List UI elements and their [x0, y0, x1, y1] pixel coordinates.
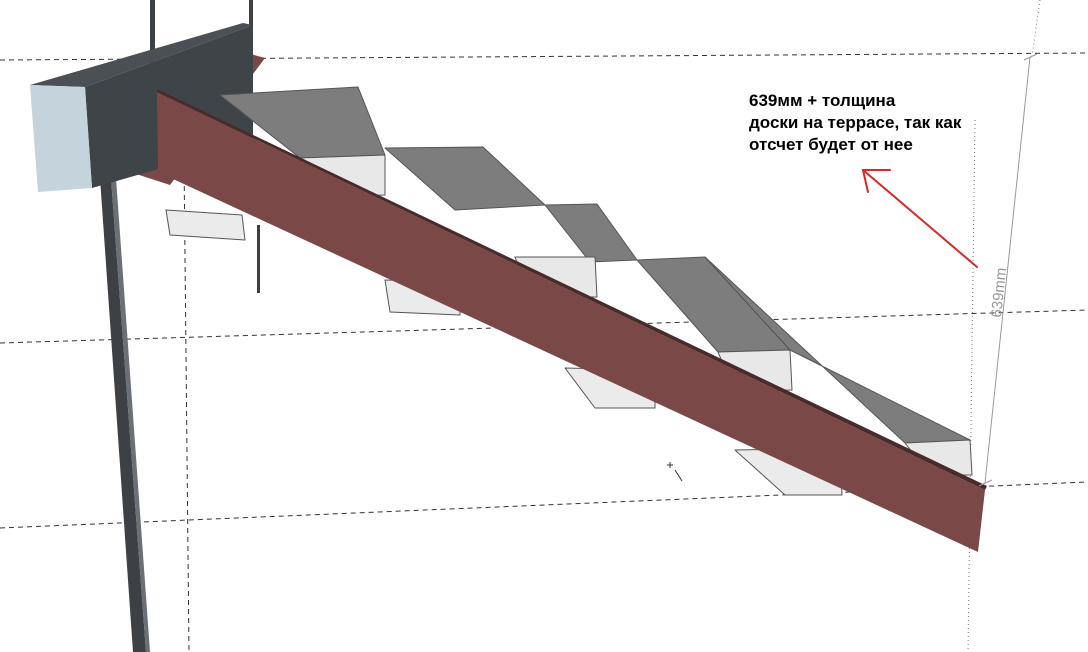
thin-pole-lower	[257, 225, 260, 293]
guide-line-bottom	[0, 481, 1088, 529]
guide-line-vertical-far-right	[1031, 0, 1041, 57]
stair-steps	[165, 86, 973, 496]
annotation-line-1: 639мм + толщина	[749, 91, 896, 110]
annotation-line-3: отсчет будет от нее	[749, 135, 913, 154]
annotation-text: 639мм + толщина доски на террасе, так ка…	[749, 90, 1039, 156]
beam-top-face	[30, 23, 253, 87]
near-stringer-face	[157, 92, 985, 552]
annotation-line-2: доски на террасе, так как	[749, 113, 962, 132]
stair-step-1	[165, 86, 386, 241]
red-arrow-annotation	[861, 169, 978, 268]
dimension-line	[978, 53, 1038, 487]
near-stringer	[157, 89, 987, 552]
near-stringer-top-edge	[157, 89, 987, 490]
beam-front-face	[30, 85, 92, 192]
cursor-marker	[667, 462, 683, 482]
dimension-label: 639mm	[988, 267, 1010, 319]
thin-pole-upper	[150, 0, 155, 68]
vertical-post	[100, 178, 150, 652]
guide-lines-dotted	[967, 0, 1041, 652]
thin-pole-right	[249, 0, 253, 38]
arrow-head	[861, 169, 891, 193]
arrow-shaft	[862, 169, 978, 268]
guide-line-vertical-right	[967, 119, 976, 652]
